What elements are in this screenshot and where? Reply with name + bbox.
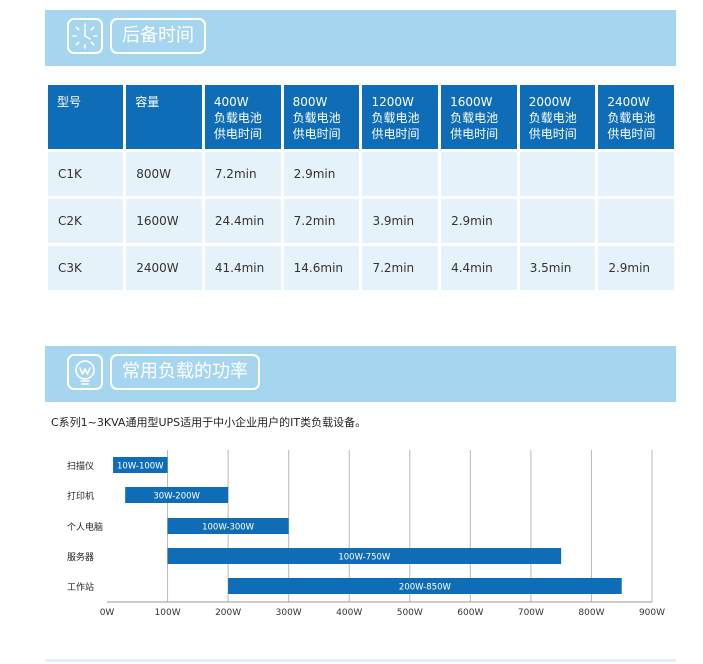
header-line: 1600W [450, 95, 493, 109]
range-bar [113, 457, 168, 473]
section-title: 常用负载的功率 [110, 354, 260, 390]
table-cell: C3K [48, 246, 124, 290]
x-tick-label: 800W [578, 608, 604, 618]
clock-icon [67, 18, 103, 54]
x-tick-label: 400W [336, 608, 362, 618]
table-header-row: 型号 容量 400W 负载电池供电时间 800W 负载电池供电时间 1200W 负载电池供电时… [48, 85, 674, 149]
header-line: 负载电池 [292, 111, 341, 125]
header-line: 负载电池 [528, 111, 577, 125]
category-label: 打印机 [67, 490, 94, 502]
x-tick-label: 100W [155, 608, 181, 618]
x-tick-label: 500W [397, 608, 423, 618]
table-cell: 800W [126, 152, 202, 196]
table-cell [598, 199, 674, 243]
lightbulb-icon [67, 354, 103, 390]
header-line: 型号 [57, 95, 82, 109]
range-bar [125, 487, 229, 503]
table-header-cell: 2000W 负载电池供电时间 [519, 85, 596, 149]
table-cell: 3.5min [519, 246, 596, 290]
table-cell: 7.2min [362, 246, 439, 290]
description-text: C系列1~3KVA通用型UPS适用于中小企业用户的IT类负载设备。 [51, 416, 367, 429]
range-bar [167, 548, 562, 564]
header-line: 负载电池 [371, 111, 420, 125]
bar-label: 30W-200W [153, 492, 200, 502]
table-cell: 4.4min [441, 246, 517, 290]
divider [45, 659, 676, 662]
table-cell: 2400W [126, 246, 202, 290]
x-tick-label: 0W [100, 608, 115, 618]
table-header-cell: 400W 负载电池供电时间 [204, 85, 281, 149]
table-cell: C1K [48, 152, 124, 196]
backup-time-table: 型号 容量 400W 负载电池供电时间 800W 负载电池供电时间 1200W 负载电池供电时… [45, 82, 677, 293]
header-line: 供电时间 [528, 127, 577, 141]
table-cell: 24.4min [204, 199, 281, 243]
header-line: 2000W [528, 95, 572, 109]
header-line: 供电时间 [371, 127, 420, 141]
x-tick-label: 300W [276, 608, 302, 618]
header-line: 负载电池 [213, 111, 262, 125]
table-header-cell: 800W 负载电池供电时间 [283, 85, 360, 149]
table-header-cell: 型号 [48, 85, 124, 149]
category-label: 服务器 [67, 551, 94, 563]
table-row: C3K 2400W 41.4min 14.6min 7.2min 4.4min 3.5min… [48, 246, 674, 290]
table-body: C1K 800W 7.2min 2.9min C2K 1600W 24.4min 7.2min… [48, 152, 674, 290]
bar-label: 100W-300W [202, 523, 255, 533]
header-line: 供电时间 [450, 127, 499, 141]
table-row: C2K 1600W 24.4min 7.2min 3.9min 2.9min [48, 199, 674, 243]
range-bar [167, 518, 289, 534]
category-label: 个人电脑 [67, 521, 103, 533]
table-cell: 7.2min [283, 199, 360, 243]
section-banner-load-power: 常用负载的功率 [45, 346, 676, 402]
table-cell [598, 152, 674, 196]
header-line: 供电时间 [292, 127, 341, 141]
category-label: 工作站 [67, 581, 94, 593]
table-cell: 41.4min [204, 246, 281, 290]
header-line: 供电时间 [213, 127, 262, 141]
table-header-cell: 1600W 负载电池供电时间 [441, 85, 517, 149]
table-cell: 1600W [126, 199, 202, 243]
header-line: 供电时间 [607, 127, 656, 141]
table-cell: 7.2min [204, 152, 281, 196]
x-tick-label: 700W [518, 608, 544, 618]
header-line: 400W [213, 95, 249, 109]
table-cell: 2.9min [283, 152, 360, 196]
table-cell [441, 152, 517, 196]
header-line: 1200W [371, 95, 414, 109]
table-cell [519, 199, 596, 243]
bar-label: 200W-850W [399, 583, 452, 593]
table-cell [519, 152, 596, 196]
bar-label: 10W-100W [117, 462, 164, 472]
table-cell: 3.9min [362, 199, 439, 243]
section-banner-backup-time: 后备时间 [45, 10, 676, 66]
section-title: 后备时间 [110, 18, 206, 54]
table-header-cell: 容量 [126, 85, 202, 149]
x-tick-label: 600W [457, 608, 483, 618]
x-tick-label: 900W [639, 608, 665, 618]
bar-label: 100W-750W [338, 553, 391, 563]
table-cell [362, 152, 439, 196]
category-label: 扫描仪 [67, 460, 94, 472]
header-line: 800W [292, 95, 328, 109]
table-row: C1K 800W 7.2min 2.9min [48, 152, 674, 196]
header-line: 负载电池 [607, 111, 656, 125]
table-cell: 2.9min [598, 246, 674, 290]
table-header-cell: 1200W 负载电池供电时间 [362, 85, 439, 149]
table-header-cell: 2400W 负载电池供电时间 [598, 85, 674, 149]
x-tick-label: 200W [215, 608, 241, 618]
header-line: 负载电池 [450, 111, 499, 125]
range-bar [228, 578, 622, 594]
table-cell: 2.9min [441, 199, 517, 243]
table-cell: 14.6min [283, 246, 360, 290]
table-cell: C2K [48, 199, 124, 243]
header-line: 2400W [607, 95, 650, 109]
header-line: 容量 [135, 95, 160, 109]
